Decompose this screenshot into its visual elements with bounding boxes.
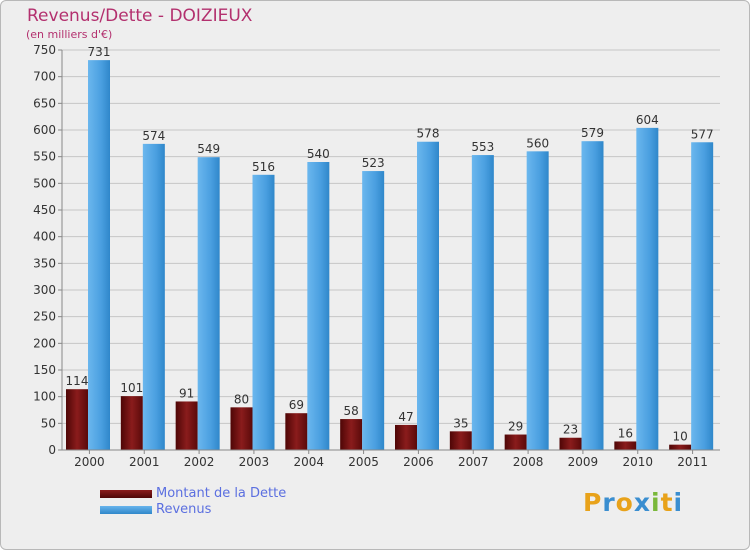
data-label-revenus-2001: 574	[142, 129, 165, 143]
bar-dette-2001	[120, 396, 143, 450]
legend-label-dette: Montant de la Dette	[156, 486, 287, 501]
bar-revenus-2007	[471, 155, 494, 451]
y-tick-label: 100	[33, 390, 56, 404]
data-label-dette-2002: 91	[179, 386, 194, 400]
y-tick-label: 550	[33, 150, 56, 164]
y-tick-label: 200	[33, 336, 56, 350]
y-tick-label: 700	[33, 70, 56, 84]
data-label-revenus-2002: 549	[197, 142, 220, 156]
data-label-revenus-2003: 516	[252, 160, 275, 174]
data-label-dette-2005: 58	[344, 404, 359, 418]
data-label-revenus-2008: 560	[526, 136, 549, 150]
data-label-revenus-2010: 604	[636, 113, 659, 127]
x-tick-label: 2001	[129, 455, 160, 469]
y-tick-label: 400	[33, 230, 56, 244]
y-tick-label: 0	[48, 443, 56, 457]
y-tick-label: 500	[33, 176, 56, 190]
y-tick-label: 300	[33, 283, 56, 297]
bar-dette-2008	[504, 434, 527, 450]
data-label-dette-2006: 47	[398, 410, 413, 424]
bar-dette-2002	[175, 401, 198, 450]
bar-revenus-2011	[691, 142, 714, 450]
y-tick-label: 150	[33, 363, 56, 377]
logo-letter: P	[583, 488, 603, 517]
bar-dette-2005	[340, 419, 363, 450]
bar-revenus-2005	[362, 171, 385, 451]
plot-area	[62, 50, 720, 450]
bar-revenus-2003	[252, 174, 275, 451]
data-label-revenus-2011: 577	[691, 127, 714, 141]
bar-revenus-2004	[307, 162, 330, 450]
data-label-dette-2008: 29	[508, 420, 523, 434]
bar-dette-2003	[230, 407, 253, 450]
bar-dette-2010	[614, 441, 637, 450]
legend-label-revenus: Revenus	[156, 502, 212, 517]
data-label-revenus-2000: 731	[88, 45, 111, 59]
bar-dette-2000	[66, 389, 88, 450]
data-label-dette-2009: 23	[563, 423, 578, 437]
bar-revenus-2006	[417, 141, 439, 450]
bar-dette-2009	[559, 437, 582, 450]
data-label-revenus-2007: 553	[471, 140, 494, 154]
bar-revenus-2000	[88, 60, 110, 451]
data-label-dette-2000: 114	[66, 374, 89, 388]
y-tick-label: 750	[33, 43, 56, 57]
bar-revenus-2008	[526, 151, 549, 451]
bar-revenus-2001	[142, 143, 165, 450]
logo-letter: x	[633, 488, 651, 517]
x-tick-label: 2009	[568, 455, 599, 469]
x-tick-label: 2000	[74, 455, 105, 469]
data-label-revenus-2004: 540	[307, 147, 330, 161]
logo-letter: t	[660, 488, 674, 517]
data-label-revenus-2005: 523	[362, 156, 385, 170]
x-tick-label: 2005	[348, 455, 379, 469]
y-tick-label: 250	[33, 310, 56, 324]
bar-revenus-2009	[581, 141, 604, 450]
x-tick-label: 2002	[184, 455, 215, 469]
y-tick-label: 50	[41, 416, 56, 430]
bar-dette-2011	[669, 444, 692, 450]
x-tick-label: 2003	[239, 455, 270, 469]
y-tick-label: 650	[33, 96, 56, 110]
bar-dette-2006	[395, 424, 417, 450]
data-label-dette-2011: 10	[673, 430, 688, 444]
bar-dette-2004	[285, 413, 308, 450]
x-tick-label: 2006	[403, 455, 434, 469]
x-tick-label: 2010	[622, 455, 653, 469]
x-tick-label: 2007	[458, 455, 489, 469]
chart-title: Revenus/Dette - DOIZIEUX	[27, 6, 253, 26]
data-label-dette-2010: 16	[618, 426, 633, 440]
bar-revenus-2010	[636, 127, 659, 450]
x-tick-label: 2004	[293, 455, 324, 469]
y-tick-label: 450	[33, 203, 56, 217]
data-label-dette-2004: 69	[289, 398, 304, 412]
y-tick-label: 350	[33, 256, 56, 270]
y-tick-label: 600	[33, 123, 56, 137]
logo-letter: r	[602, 488, 616, 517]
legend-swatch-dette	[100, 490, 152, 498]
x-tick-label: 2011	[677, 455, 708, 469]
data-label-dette-2003: 80	[234, 392, 249, 406]
logo-letter: i	[673, 488, 684, 517]
bar-revenus-2002	[197, 157, 220, 450]
bar-dette-2007	[449, 431, 472, 450]
proxiti-logo: Proxiti	[583, 488, 683, 517]
data-label-revenus-2009: 579	[581, 126, 604, 140]
x-tick-label: 2008	[513, 455, 544, 469]
logo-letter: i	[651, 488, 661, 517]
legend-swatch-revenus	[100, 506, 152, 514]
chart-subtitle: (en milliers d'€)	[26, 28, 113, 41]
logo-letter: o	[615, 488, 634, 517]
data-label-revenus-2006: 578	[417, 127, 440, 141]
data-label-dette-2007: 35	[453, 416, 468, 430]
data-label-dette-2001: 101	[120, 381, 143, 395]
